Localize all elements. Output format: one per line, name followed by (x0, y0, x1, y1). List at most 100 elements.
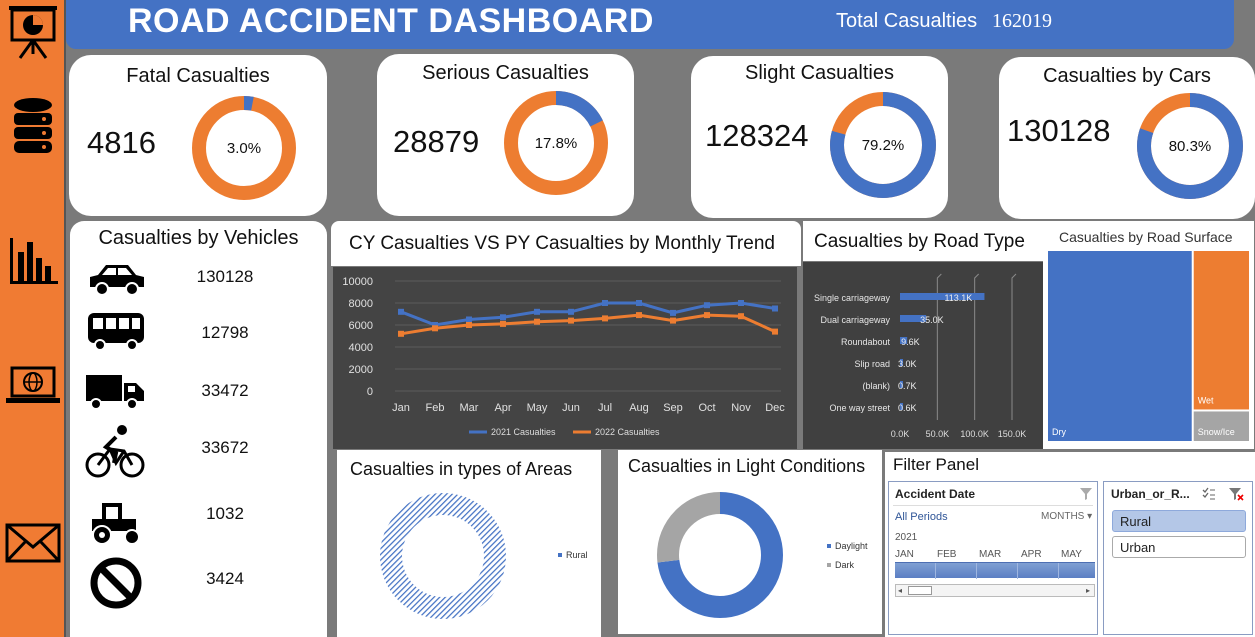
bar-chart-icon[interactable] (4, 230, 62, 290)
data-label: 113.1K (944, 293, 972, 303)
kpi-title: Casualties by Cars (1043, 65, 1211, 87)
trend-title-bar: CY Casualties VS PY Casualties by Monthl… (331, 221, 801, 266)
data-point (432, 322, 438, 328)
treemap-tile (1193, 251, 1249, 410)
page-title: ROAD ACCIDENT DASHBOARD (128, 2, 654, 40)
legend-swatch (827, 563, 831, 567)
clear-filter-icon[interactable] (1079, 487, 1093, 501)
data-point (670, 317, 676, 324)
series-line (400, 301, 776, 327)
data-point (398, 330, 404, 337)
road-type-chart-svg: 0.0K 50.0K 100.0K 150.0K Single carriageway 1… (814, 273, 1026, 439)
kpi-card-serious: Serious Casualties 28879 17.8% (377, 54, 634, 216)
scroll-thumb[interactable] (908, 586, 932, 595)
data-label: 0.6K (898, 403, 917, 413)
legend-swatch (827, 544, 831, 548)
kpi-value: 28879 (393, 124, 480, 159)
x-tick-label: 100.0K (960, 429, 989, 439)
scroll-left-icon[interactable]: ◂ (898, 586, 903, 595)
y-tick-label: 6000 (349, 320, 373, 332)
road-surface-card: Casualties by Road Surface Dry Wet Snow/Ic… (1043, 221, 1254, 449)
data-point (500, 320, 506, 327)
kpi-card-cars: Casualties by Cars 130128 80.3% (999, 57, 1255, 219)
y-tick-label: 10000 (342, 276, 373, 288)
x-tick-label: 0.0K (891, 429, 910, 439)
area-slicer[interactable]: Urban_or_R... Rural Urban (1103, 481, 1253, 635)
slicer-item-rural[interactable]: Rural (1112, 510, 1246, 532)
x-tick-label: Jun (562, 402, 580, 414)
kpi-title: Serious Casualties (422, 62, 589, 84)
timeline-year: 2021 (895, 532, 918, 543)
timeline-month[interactable]: APR (1021, 549, 1042, 560)
x-tick-label: 50.0K (926, 429, 950, 439)
x-tick-label: Apr (494, 402, 511, 414)
data-point (568, 317, 574, 324)
total-casualties-value: 162019 (992, 10, 1052, 32)
timeline-month[interactable]: FEB (937, 549, 957, 560)
all-periods-link[interactable]: All Periods (895, 511, 948, 523)
database-icon[interactable] (4, 95, 62, 155)
laptop-globe-icon[interactable] (4, 362, 62, 422)
y-tick-label: 4000 (349, 342, 373, 354)
kpi-card-fatal: Fatal Casualties 4816 3.0% (69, 55, 327, 216)
data-point (398, 308, 404, 315)
category-label: Roundabout (841, 337, 891, 347)
x-tick-label: Oct (698, 402, 715, 414)
header: ROAD ACCIDENT DASHBOARD Total Casualties… (66, 0, 1234, 49)
data-point (534, 318, 540, 325)
timeline-scrollbar[interactable]: ◂ ▸ (895, 584, 1095, 597)
bus-icon (84, 309, 148, 355)
scroll-right-icon[interactable]: ▸ (1086, 586, 1091, 595)
category-label: Slip road (854, 359, 890, 369)
data-point (772, 328, 778, 335)
presentation-icon[interactable] (4, 2, 62, 62)
bar (900, 337, 908, 344)
kpi-donut-arc (504, 91, 608, 195)
slicer-item-urban[interactable]: Urban (1112, 536, 1246, 558)
gridline (936, 273, 942, 420)
trend-chart: 0 2000 4000 6000 8000 10000 Jan Feb Mar Apr May Jun… (333, 267, 797, 449)
clear-filter-icon[interactable] (1228, 487, 1244, 501)
data-point (704, 302, 710, 309)
kpi-title: Slight Casualties (745, 62, 894, 84)
multi-select-icon[interactable] (1202, 487, 1216, 501)
timeline-month[interactable]: MAR (979, 549, 1002, 560)
legend-label: Dark (835, 560, 855, 570)
road-type-title: Casualties by Road Type (814, 231, 1025, 252)
total-casualties-label: Total Casualties (836, 10, 978, 32)
kpi-percent: 80.3% (1169, 138, 1212, 155)
timeline-bar[interactable] (895, 562, 1095, 579)
treemap-label: Wet (1198, 395, 1214, 405)
vehicle-value: 3424 (206, 569, 244, 588)
legend-label: 2022 Casualties (595, 427, 660, 437)
trend-title: CY Casualties VS PY Casualties by Monthl… (349, 233, 775, 254)
road-type-chart: 0.0K 50.0K 100.0K 150.0K Single carriageway 1… (803, 262, 1043, 449)
bar (900, 359, 903, 366)
mail-icon[interactable] (4, 515, 62, 575)
timeline-month[interactable]: JAN (895, 549, 914, 560)
timeline-month[interactable]: MAY (1061, 549, 1082, 560)
category-label: One way street (829, 403, 890, 413)
y-tick-label: 8000 (349, 298, 373, 310)
bar (900, 381, 903, 388)
treemap-label: Dry (1052, 427, 1066, 437)
gridline (1011, 273, 1017, 420)
data-point (466, 316, 472, 323)
category-label: Dual carriageway (820, 315, 890, 325)
treemap-tile (1048, 251, 1192, 441)
legend-swatch (558, 553, 562, 557)
bar (900, 315, 927, 322)
kpi-value: 128324 (705, 118, 809, 153)
kpi-percent: 79.2% (862, 137, 905, 154)
donut-slice (657, 492, 783, 618)
x-tick-label: Dec (765, 402, 785, 414)
legend-label: Daylight (835, 541, 868, 551)
date-slicer[interactable]: Accident Date All Periods MONTHS ▾ 2021 … (888, 481, 1098, 635)
chevron-down-icon: ▾ (1087, 511, 1093, 522)
time-level-label: MONTHS (1041, 511, 1085, 522)
time-level-dropdown[interactable]: MONTHS ▾ (1041, 511, 1092, 522)
road-type-title-bar: Casualties by Road Type (803, 221, 1043, 261)
legend-label: 2021 Casualties (491, 427, 556, 437)
series-line (400, 313, 776, 336)
x-tick-label: Mar (460, 402, 479, 414)
